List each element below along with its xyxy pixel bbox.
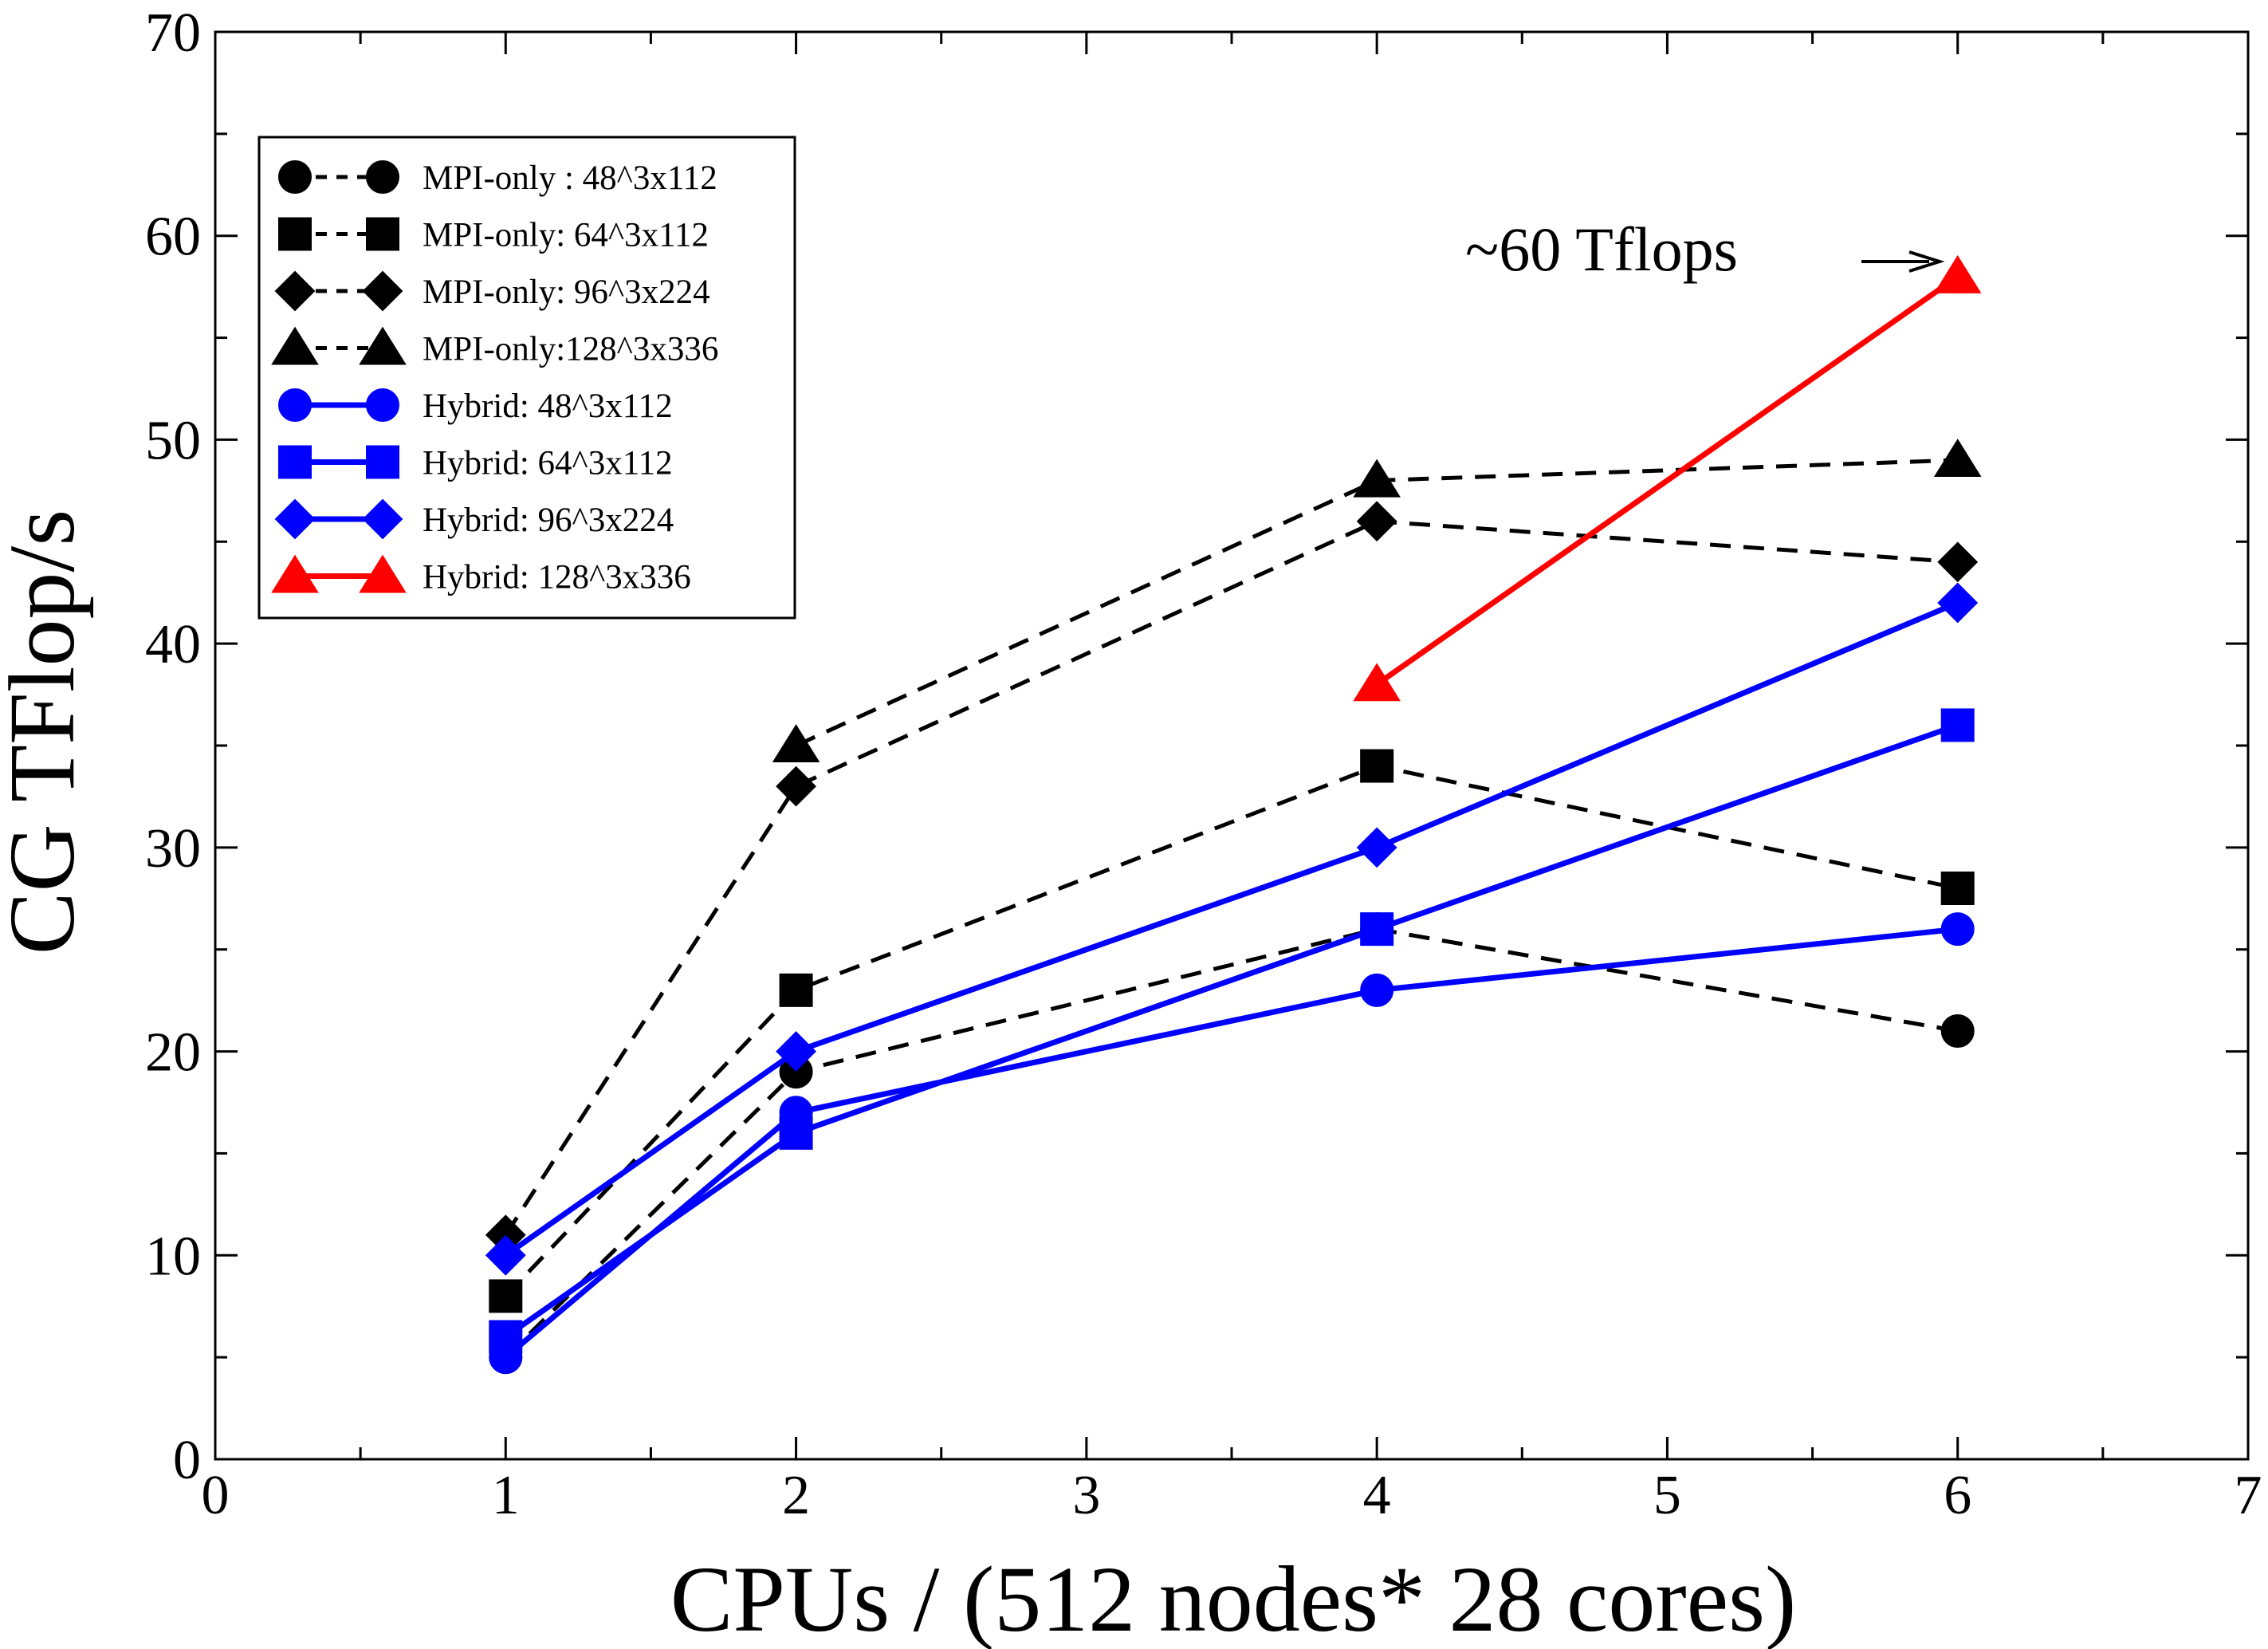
legend: MPI-only : 48^3x112 MPI-only: 64^3x112 MPI…	[259, 137, 795, 618]
annotation-text: ~60 Tflops	[1465, 214, 1738, 284]
legend-marker	[279, 447, 311, 478]
x-tick-label: 0	[202, 1465, 230, 1526]
data-point	[780, 1117, 812, 1149]
legend-label: Hybrid: 128^3x336	[423, 559, 691, 596]
legend-label: MPI-only : 48^3x112	[423, 159, 717, 197]
legend-marker	[367, 389, 399, 421]
x-tick-label: 3	[1072, 1465, 1100, 1526]
data-point	[489, 1321, 521, 1353]
x-tick-label: 2	[782, 1465, 810, 1526]
data-point	[780, 974, 812, 1006]
data-point	[1942, 709, 1974, 741]
legend-marker	[279, 218, 311, 250]
data-point	[1942, 1015, 1974, 1047]
legend-marker	[367, 218, 399, 250]
data-point	[1942, 872, 1974, 904]
x-tick-label: 7	[2235, 1465, 2262, 1526]
x-axis-title: CPUs / (512 nodes* 28 cores)	[670, 1547, 1797, 1649]
y-tick-label: 0	[173, 1430, 201, 1491]
legend-marker	[279, 161, 311, 193]
y-tick-label: 10	[145, 1226, 201, 1287]
legend-marker	[367, 161, 399, 193]
data-point	[1361, 750, 1393, 782]
legend-label: MPI-only: 96^3x224	[423, 274, 710, 311]
chart: 0 1 2 3 4 5 6 7010203040506070 CPUs / (512 node…	[0, 0, 2268, 1649]
legend-label: Hybrid: 64^3x112	[423, 445, 673, 482]
x-tick-label: 5	[1653, 1465, 1681, 1526]
data-point	[489, 1280, 521, 1312]
legend-marker	[279, 389, 311, 421]
y-tick-label: 60	[145, 207, 201, 268]
data-point	[1942, 913, 1974, 945]
x-tick-label: 4	[1363, 1465, 1391, 1526]
y-tick-label: 30	[145, 818, 201, 880]
data-point	[1361, 913, 1393, 945]
legend-box	[259, 137, 795, 618]
legend-label: Hybrid: 96^3x224	[423, 502, 674, 539]
legend-label: Hybrid: 48^3x112	[423, 388, 673, 425]
legend-label: MPI-only:128^3x336	[423, 331, 718, 368]
x-tick-label: 6	[1944, 1465, 1971, 1526]
data-point	[1361, 974, 1393, 1006]
y-tick-label: 40	[145, 614, 201, 675]
y-axis-title: CG TFlop/s	[0, 510, 94, 954]
legend-marker	[367, 447, 399, 478]
y-tick-label: 50	[145, 410, 201, 471]
y-tick-label: 20	[145, 1022, 201, 1084]
x-tick-label: 1	[492, 1465, 520, 1526]
legend-label: MPI-only: 64^3x112	[423, 217, 709, 254]
y-tick-label: 70	[145, 2, 201, 64]
